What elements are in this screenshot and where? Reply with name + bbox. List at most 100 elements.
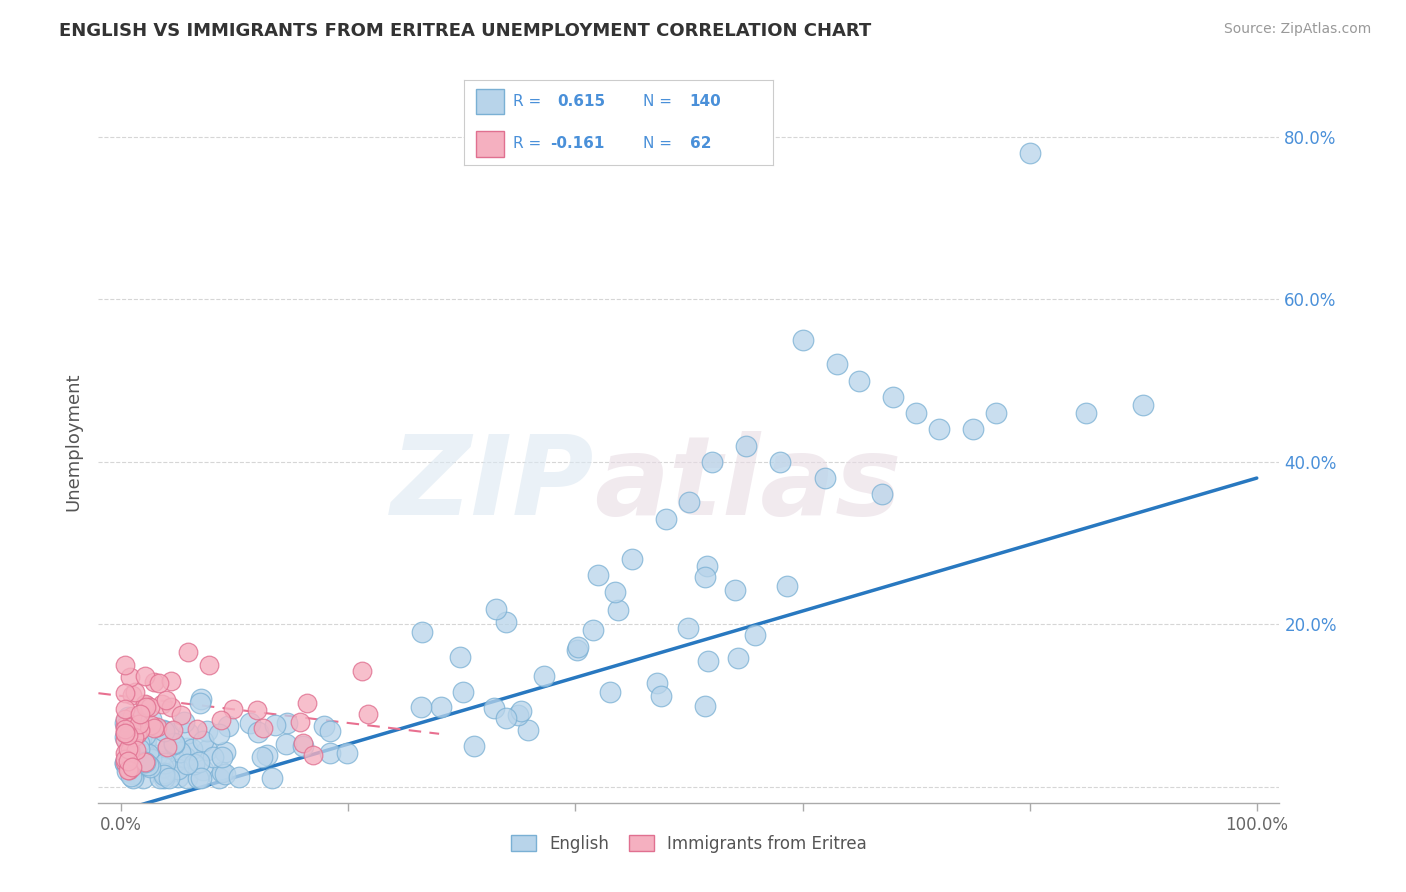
Point <box>607 603 630 617</box>
Point <box>117 764 139 778</box>
Point <box>121 759 143 773</box>
Point <box>693 570 716 584</box>
Y-axis label: Unemployment: Unemployment <box>65 372 83 511</box>
Text: ENGLISH VS IMMIGRANTS FROM ERITREA UNEMPLOYMENT CORRELATION CHART: ENGLISH VS IMMIGRANTS FROM ERITREA UNEMP… <box>59 22 872 40</box>
Point <box>153 765 176 780</box>
Point <box>157 772 180 786</box>
Point <box>117 742 139 756</box>
Point <box>135 732 157 747</box>
Point <box>211 749 233 764</box>
Point <box>188 696 211 710</box>
Point <box>409 699 432 714</box>
Point <box>792 333 814 347</box>
Point <box>187 772 209 786</box>
Point <box>114 730 136 744</box>
Point <box>176 772 198 786</box>
Point <box>118 723 141 737</box>
Point <box>411 625 433 640</box>
Point <box>153 756 176 771</box>
Point <box>125 726 148 740</box>
Point <box>882 390 904 404</box>
Point <box>723 583 745 598</box>
Point <box>153 772 176 786</box>
Text: R =: R = <box>513 136 541 152</box>
Point <box>114 719 136 733</box>
Legend: English, Immigrants from Eritrea: English, Immigrants from Eritrea <box>505 828 873 860</box>
Text: atlas: atlas <box>595 432 901 539</box>
Point <box>264 718 287 732</box>
Point <box>239 716 262 731</box>
Point <box>176 756 198 771</box>
Point <box>700 455 723 469</box>
Point <box>117 754 139 768</box>
Point <box>114 725 136 739</box>
Point <box>120 670 142 684</box>
Point <box>138 757 160 772</box>
Point <box>191 763 214 777</box>
Point <box>153 724 176 739</box>
Point <box>744 627 766 641</box>
Point <box>928 422 950 436</box>
Point <box>153 768 176 782</box>
Point <box>697 654 720 668</box>
Point <box>603 585 626 599</box>
Point <box>159 673 181 688</box>
Point <box>250 750 273 764</box>
Point <box>318 746 340 760</box>
Point <box>122 739 145 754</box>
Text: N =: N = <box>644 136 672 152</box>
Point <box>124 730 146 744</box>
Point <box>142 721 165 735</box>
Point <box>114 752 136 766</box>
Point <box>149 734 172 748</box>
Point <box>208 727 231 741</box>
Point <box>188 755 211 769</box>
Point <box>696 558 718 573</box>
Point <box>117 764 139 779</box>
Point <box>769 455 792 469</box>
Point <box>214 766 236 780</box>
Point <box>776 579 799 593</box>
Point <box>114 733 136 747</box>
Point <box>814 471 837 485</box>
Point <box>292 736 315 750</box>
Point <box>533 669 555 683</box>
Point <box>825 358 848 372</box>
Point <box>152 760 174 774</box>
Point <box>114 756 136 770</box>
Point <box>177 644 200 658</box>
Point <box>114 712 136 726</box>
Point <box>114 756 136 770</box>
Point <box>146 721 169 735</box>
Point <box>124 684 146 698</box>
Point <box>139 717 162 731</box>
Point <box>288 715 311 730</box>
Point <box>905 406 928 420</box>
Point <box>122 772 145 786</box>
Point <box>166 762 188 776</box>
Point <box>197 743 219 757</box>
Point <box>495 615 517 630</box>
Point <box>122 729 145 743</box>
Point <box>650 689 672 703</box>
Point <box>121 767 143 781</box>
Point <box>162 723 184 738</box>
Point <box>449 650 471 665</box>
Point <box>128 742 150 756</box>
Point <box>599 684 621 698</box>
Point <box>1132 398 1154 412</box>
Point <box>645 675 668 690</box>
Point <box>727 651 749 665</box>
Point <box>302 747 325 762</box>
Point <box>870 487 893 501</box>
Text: R =: R = <box>513 94 541 109</box>
Point <box>148 676 170 690</box>
Point <box>195 724 218 739</box>
Point <box>120 720 142 734</box>
Point <box>319 723 342 738</box>
Point <box>138 699 160 714</box>
Point <box>734 439 756 453</box>
Point <box>124 765 146 780</box>
Point <box>252 721 274 735</box>
Point <box>336 746 359 760</box>
